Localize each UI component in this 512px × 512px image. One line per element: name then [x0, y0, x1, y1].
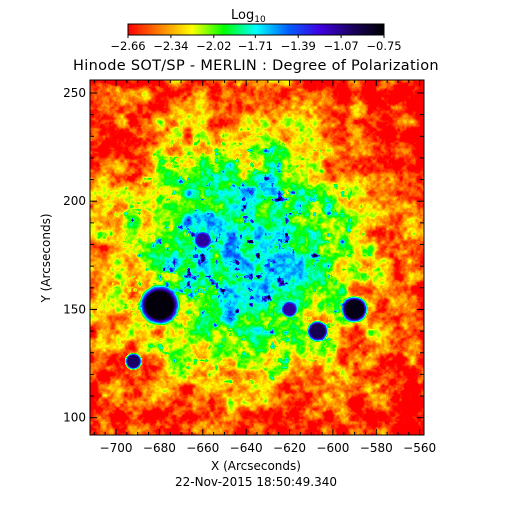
y-tick-label: 200: [63, 194, 86, 208]
colorbar-tick-label: −1.71: [238, 39, 273, 53]
colorbar-tick-label: −1.07: [323, 39, 358, 53]
x-tick-label: −700: [100, 441, 133, 455]
heatmap: [90, 80, 424, 435]
y-axis: 100 150 200 250: [63, 86, 424, 425]
chart-title: Hinode SOT/SP - MERLIN : Degree of Polar…: [73, 58, 439, 74]
x-tick-label: −660: [186, 441, 219, 455]
x-tick-label: −560: [403, 441, 436, 455]
y-axis-label: Y (Arcseconds): [39, 213, 53, 303]
colorbar-tick-label: −0.75: [366, 39, 401, 53]
colorbar-label-main: Log: [231, 8, 254, 23]
heatmap-image: [90, 80, 424, 435]
y-tick-label: 150: [63, 302, 86, 316]
x-tick-label: −620: [273, 441, 306, 455]
x-tick-label: −680: [143, 441, 176, 455]
x-axis-label: X (Arcseconds): [211, 459, 301, 473]
timestamp: 22-Nov-2015 18:50:49.340: [175, 475, 337, 489]
colorbar-tick-label: −2.34: [153, 39, 188, 53]
colorbar-ticks: −2.66 −2.34 −2.02 −1.71 −1.39 −1.07 −0.75: [110, 35, 402, 53]
colorbar-label: Log10: [231, 8, 266, 25]
colorbar-tick-label: −2.66: [110, 39, 145, 53]
y-tick-label: 100: [63, 411, 86, 425]
colorbar: [127, 23, 385, 36]
x-tick-label: −640: [230, 441, 263, 455]
colorbar-tick-label: −2.02: [196, 39, 231, 53]
x-axis: −700 −680 −660 −640 −620 −600 −580 −560: [93, 80, 436, 455]
x-tick-label: −600: [316, 441, 349, 455]
colorbar-label-subscript: 10: [254, 15, 266, 25]
y-tick-label: 250: [63, 86, 86, 100]
x-tick-label: −580: [360, 441, 393, 455]
colorbar-tick-label: −1.39: [281, 39, 316, 53]
